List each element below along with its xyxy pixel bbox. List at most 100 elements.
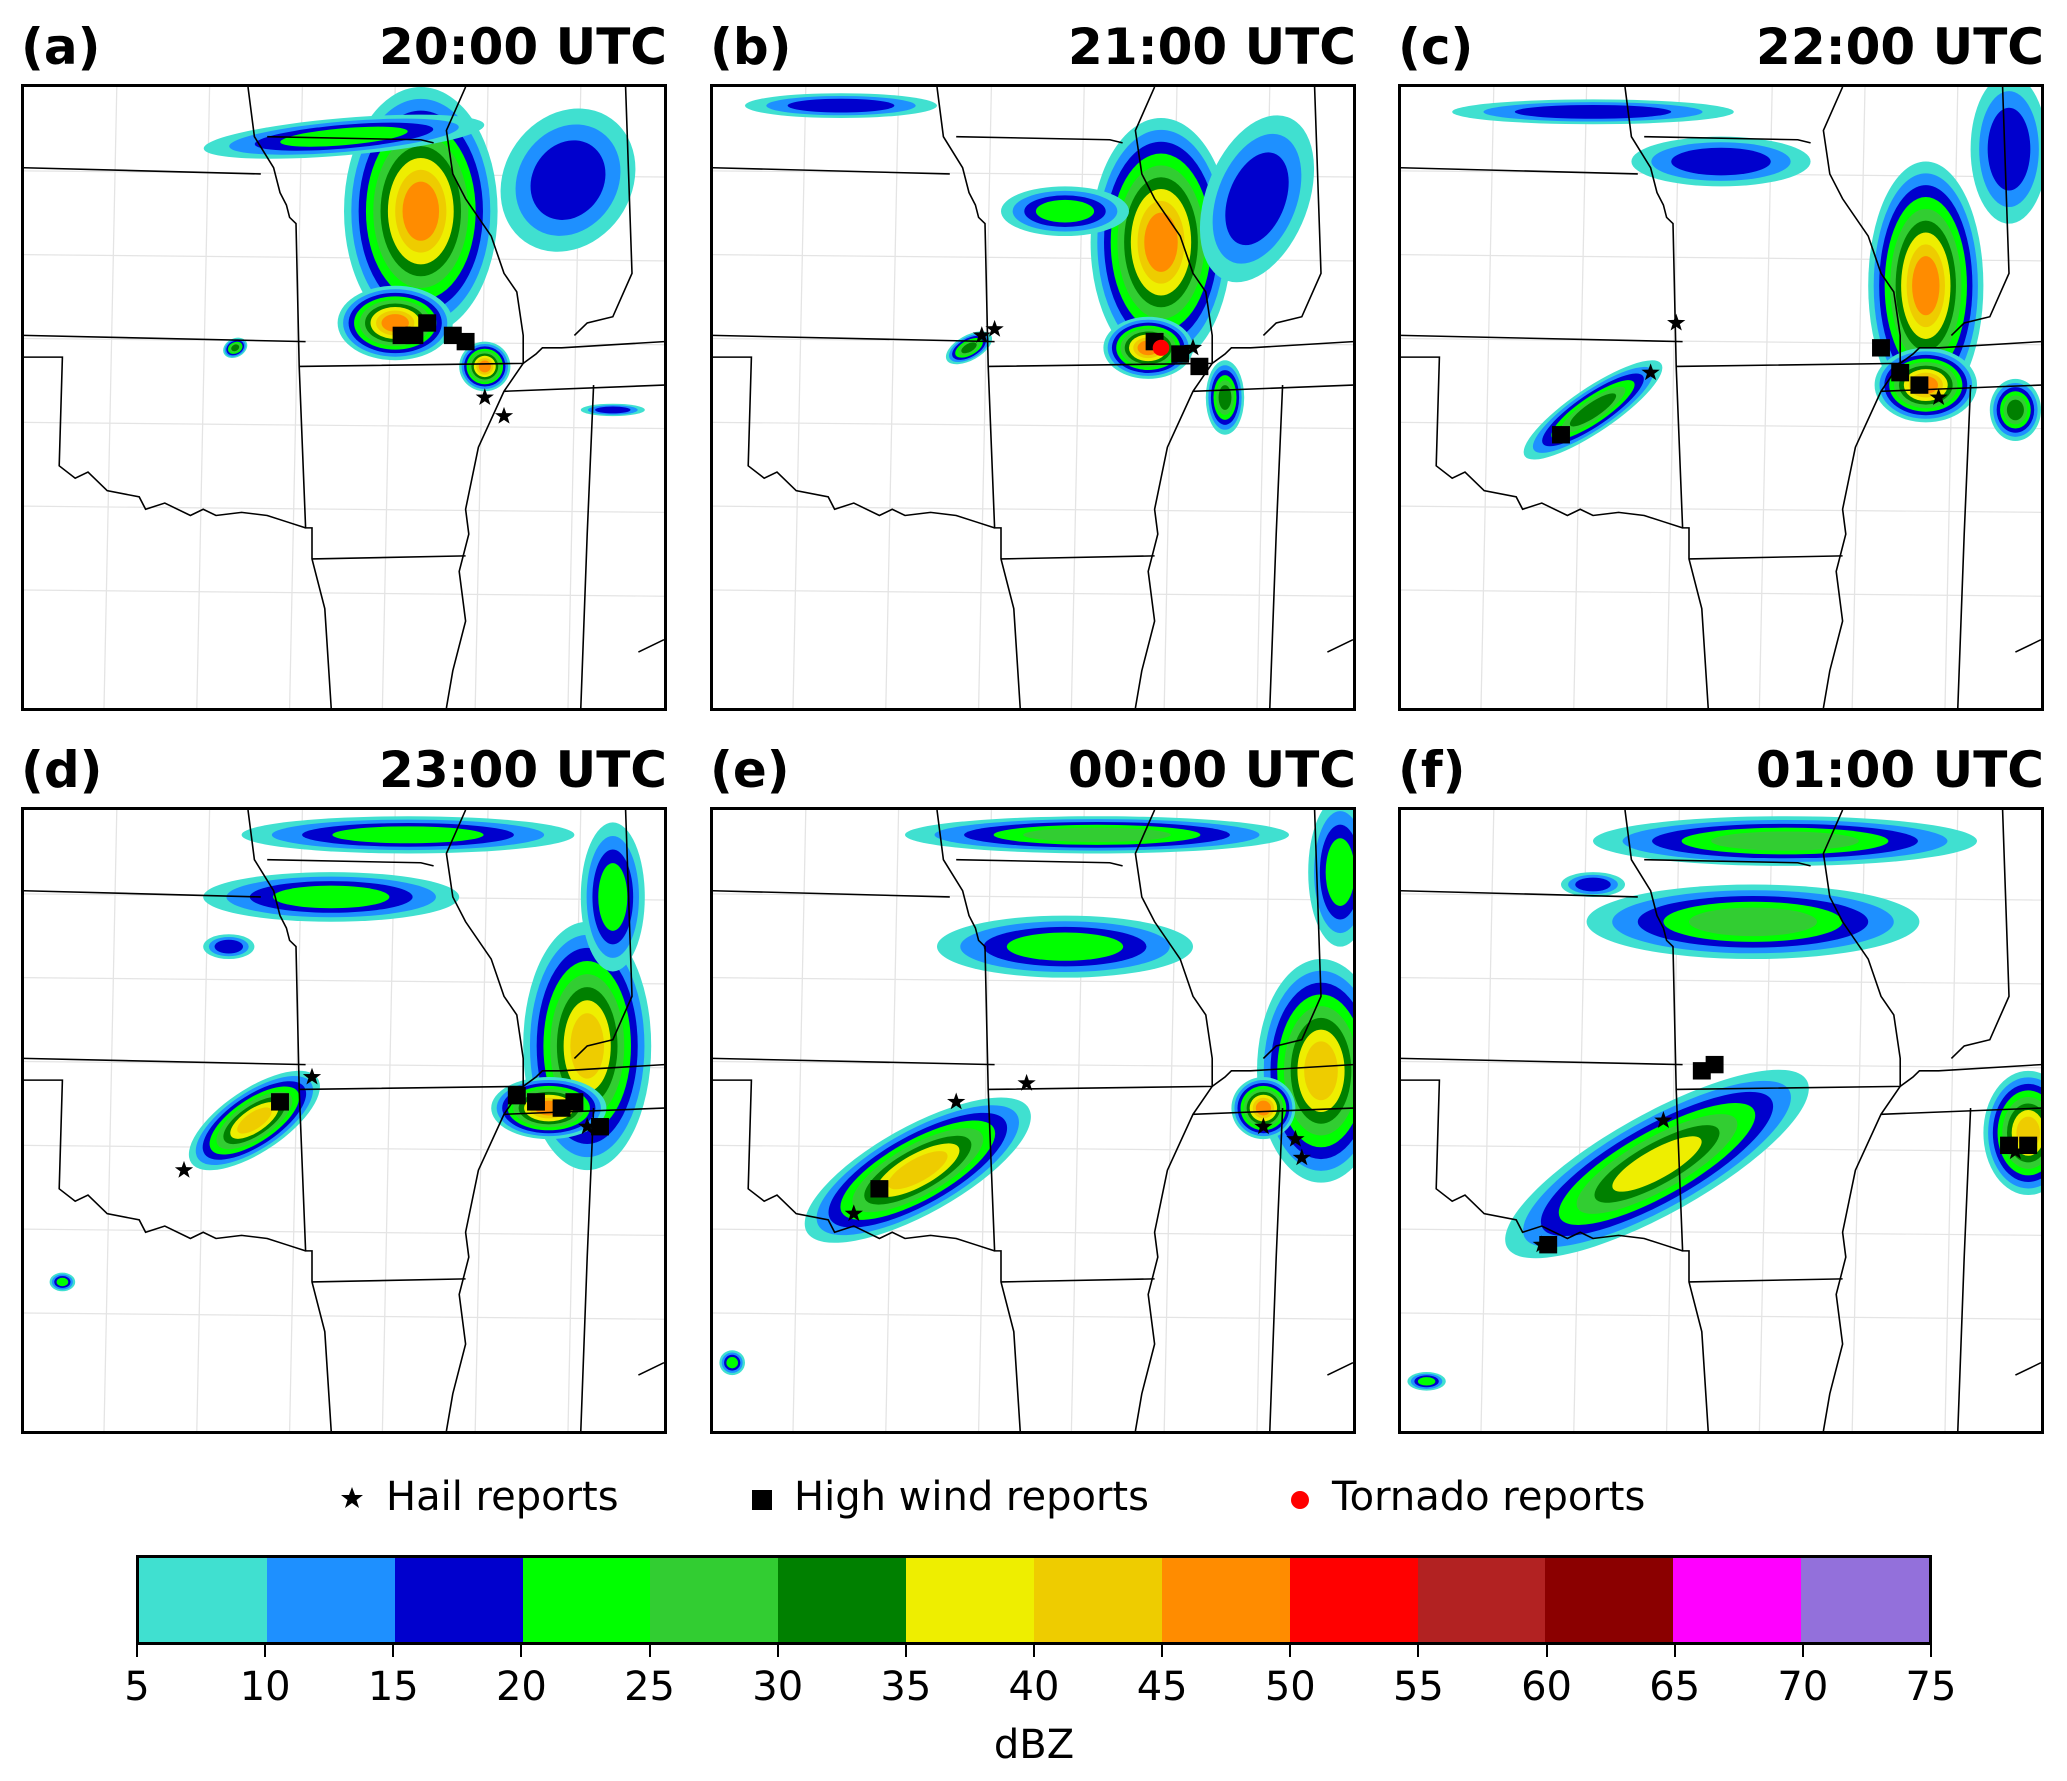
reflectivity-area [1912,256,1940,316]
colorbar-swatch [1161,1558,1290,1642]
radar-map [710,807,1356,1434]
graticule-line [713,893,1353,901]
graticule-line [792,87,807,708]
high-wind-report [1891,363,1910,382]
state-border [1950,87,2010,336]
colorbar-swatch [394,1558,523,1642]
reflectivity-area [1225,152,1289,246]
state-border [1822,362,1901,708]
circle-icon [1290,1472,1310,1522]
hail-report [985,319,1004,337]
graticule-line [1401,1312,2041,1320]
state-border [713,166,950,175]
hail-report [1017,1073,1036,1091]
state-border [573,87,633,336]
radar-map [21,807,667,1434]
state-border [24,334,306,343]
state-border [2015,638,2041,653]
state-border [638,1361,664,1376]
panel-time: 00:00 UTC [1068,741,1356,799]
graticule-line [713,1060,1353,1069]
colorbar-swatch [1801,1558,1930,1642]
hail-report [947,1092,966,1110]
reflectivity-area [56,1277,69,1287]
graticule-line [1851,87,1866,708]
hail-report [1641,363,1660,381]
state-border [1401,166,1638,175]
reflectivity-area [1575,877,1611,892]
graticule-line [1401,589,2041,597]
state-border [1676,1063,2041,1091]
state-border [311,1278,466,1283]
reflectivity-area [231,344,240,352]
graticule-line [1070,87,1085,708]
graticule-line [1401,505,2041,514]
colorbar-tick-label: 25 [624,1664,676,1710]
colorbar-swatch [139,1558,267,1642]
colorbar-label: dBZ [993,1722,1075,1768]
colorbar-swatch [1673,1558,1802,1642]
high-wind-report [565,1093,584,1111]
graticule-line [103,810,118,1431]
graticule-line [713,977,1353,985]
hail-report [1292,1148,1311,1166]
state-border [1192,1107,1353,1116]
state-border [24,166,261,175]
state-border [247,87,332,708]
state-border [988,340,1353,368]
state-border [956,858,1123,867]
state-border [299,1063,664,1091]
high-wind-report [1190,357,1209,376]
reflectivity-area [1006,932,1124,961]
state-border [1822,1085,1901,1431]
hail-report [174,1160,194,1178]
colorbar-swatch [1417,1558,1546,1642]
colorbar-swatch [1034,1558,1162,1642]
high-wind-report [456,332,475,351]
graticule-line [1401,977,2041,985]
panel-label: (a) [21,18,101,76]
reflectivity-area [1035,199,1095,223]
graticule-line [24,254,664,262]
graticule-line [885,87,900,708]
reflectivity-area [595,406,631,414]
state-border [267,858,434,867]
graticule-line [1070,810,1085,1431]
reflectivity-area [726,1357,739,1369]
legend-hail-label: Hail reports [386,1474,619,1520]
panel-label: (f) [1398,741,1466,799]
state-border [713,356,995,529]
state-border [1644,858,1811,867]
state-border [1676,340,2041,368]
state-border [1401,334,1683,343]
reflectivity-area [1514,104,1672,119]
hail-report [494,406,514,424]
high-wind-report [870,1180,889,1198]
colorbar-swatch [1289,1558,1418,1642]
state-border [24,356,306,529]
graticule-line [24,337,664,346]
state-border [1957,385,1972,708]
reflectivity-area [478,360,491,373]
legend-tornado: Tornado reports [1290,1472,1645,1522]
reflectivity-area [888,1151,948,1190]
star-icon [340,1472,364,1522]
reflectivity-area [1255,1100,1272,1116]
reflectivity-area [1417,1377,1436,1386]
hail-report [578,1117,597,1135]
state-border [267,135,434,144]
colorbar-tick [1161,1645,1164,1657]
colorbar-tick-label: 30 [752,1664,804,1710]
state-border [1327,1361,1353,1376]
colorbar-tick [1545,1645,1548,1657]
legend-hail: Hail reports [340,1472,619,1522]
colorbar-tick [1417,1645,1420,1657]
reflectivity-area [402,181,440,241]
high-wind-report [1705,1055,1724,1074]
hail-report [2006,1142,2025,1160]
state-border [1269,385,1284,708]
state-border [1880,1107,2041,1116]
panel-time: 23:00 UTC [379,741,667,799]
state-border [1950,810,2010,1059]
reflectivity-area [598,863,628,931]
